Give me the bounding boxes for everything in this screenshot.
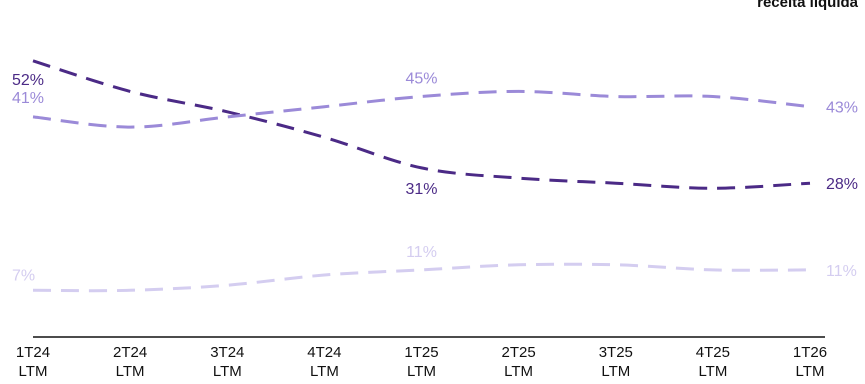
series-1-data-label: 28%	[826, 176, 858, 193]
series-1-data-label: 52%	[12, 72, 44, 89]
x-tick-label: 1T26 LTM	[793, 344, 827, 380]
series-1-line	[32, 59, 811, 190]
x-tick-label: 1T24 LTM	[16, 344, 50, 380]
x-tick-label: 3T24 LTM	[210, 344, 244, 380]
data-label-layer: 52% 31% 28% 41% 45% 43% 7% 11% 11%	[12, 71, 858, 285]
x-tick-label: 4T24 LTM	[307, 344, 341, 380]
series-1-data-label: 31%	[405, 181, 437, 198]
x-tick-label: 2T24 LTM	[113, 344, 147, 380]
series-3-data-label: 11%	[826, 263, 857, 280]
x-tick-label: 3T25 LTM	[599, 344, 633, 380]
series-2-data-label: 45%	[405, 71, 437, 88]
series-2-data-label: 43%	[826, 100, 858, 117]
x-tick-label: 4T25 LTM	[696, 344, 730, 380]
series-2-data-label: 41%	[12, 90, 44, 107]
x-tick-layer: 1T24 LTM 2T24 LTM 3T24 LTM 4T24 LTM 1T25 LTM 2T25 L…	[16, 344, 827, 380]
series-3-data-label: 7%	[12, 267, 35, 284]
series-layer	[32, 59, 811, 293]
x-tick-label: 1T25 LTM	[404, 344, 438, 380]
series-3-line	[32, 262, 811, 293]
chart-title: receita líquida	[757, 0, 859, 11]
x-tick-label: 2T25 LTM	[501, 344, 535, 380]
series-3-data-label: 11%	[406, 244, 437, 261]
series-2-line	[32, 89, 811, 129]
